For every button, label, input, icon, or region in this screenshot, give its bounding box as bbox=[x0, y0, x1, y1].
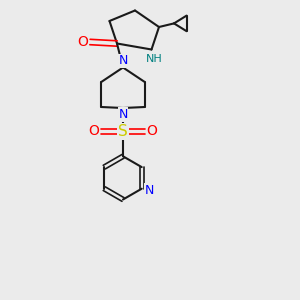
Text: O: O bbox=[77, 35, 88, 49]
Text: NH: NH bbox=[146, 54, 163, 64]
Text: O: O bbox=[147, 124, 158, 138]
Text: O: O bbox=[88, 124, 99, 138]
Text: N: N bbox=[145, 184, 154, 197]
Text: N: N bbox=[118, 108, 128, 121]
Text: N: N bbox=[118, 54, 128, 68]
Text: S: S bbox=[118, 124, 128, 139]
